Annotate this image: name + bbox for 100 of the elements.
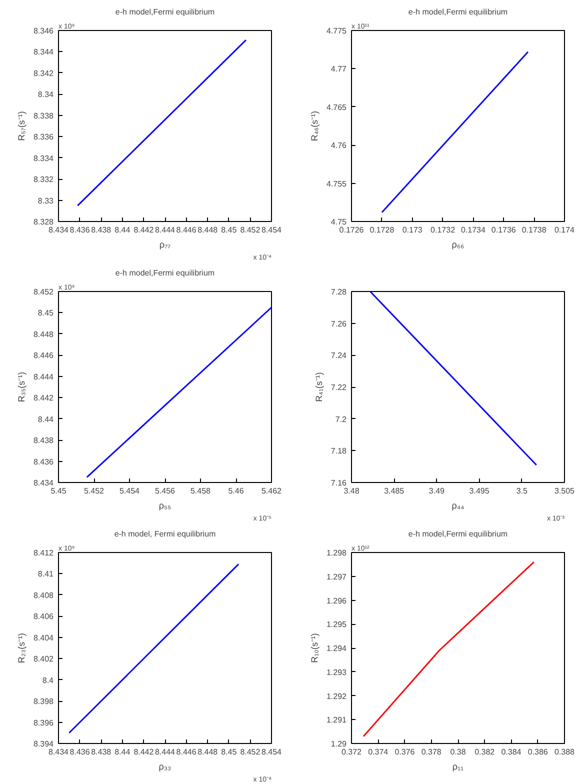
x-tick-label: 0.1728 [370, 226, 395, 234]
y-tick-label: 8.406 [33, 612, 54, 622]
y-axis-title: R₁₀(s⁻¹) [309, 633, 320, 663]
y-tick-label: 1.292 [326, 692, 348, 701]
y-axis-title: R₄₁(s⁻¹) [314, 372, 324, 402]
x-tick-label: 0.1726 [339, 226, 364, 234]
y-tick-label: 7.26 [330, 319, 348, 328]
x-tick-label: 3.505 [554, 486, 576, 496]
x-tick-label: 3.5 [516, 486, 528, 496]
y-tick-label: 7.28 [330, 288, 348, 296]
x-tick-label: 8.44 [114, 226, 131, 234]
chart-title: e-h model,Fermi equilibrium [115, 8, 215, 16]
x-tick-label: 8.452 [240, 748, 261, 756]
x-tick-label: 8.434 [48, 226, 70, 234]
y-tick-label: 4.775 [326, 26, 348, 36]
y-axis-title: R₄₆(s⁻¹) [309, 110, 320, 142]
y-axis-title: R₃₅(s⁻¹) [16, 372, 26, 402]
y-tick-label: 1.29 [330, 740, 348, 748]
x-tick-label: 8.444 [154, 226, 176, 234]
y-tick-label: 8.412 [33, 548, 54, 558]
y-tick-label: 7.2 [335, 414, 348, 424]
x-tick-label: 8.436 [70, 226, 90, 234]
x-tick-label: 5.462 [261, 486, 282, 496]
x-tick-label: 5.454 [119, 486, 140, 496]
x-tick-label: 5.456 [154, 486, 176, 496]
y-tick-label: 8.396 [33, 718, 54, 728]
y-tick-label: 8.44 [38, 414, 54, 424]
y-tick-label: 8.402 [33, 654, 54, 664]
x-tick-label: 8.45 [221, 748, 238, 756]
y-tick-label: 8.452 [33, 288, 54, 296]
chart-title: e-h model,Fermi equilibrium [408, 530, 508, 538]
x-tick-label: 0.384 [501, 748, 522, 756]
y-tick-label: 8.444 [33, 372, 54, 382]
x-tick-label: 0.386 [528, 748, 548, 756]
y-tick-label: 8.434 [33, 478, 54, 488]
y-tick-label: 8.442 [33, 394, 54, 403]
y-tick-label: 8.398 [33, 697, 54, 706]
x-tick-label: 8.448 [198, 748, 218, 756]
chart-title: e-h model,Fermi equilibrium [115, 268, 215, 278]
y-tick-label: 8.4 [42, 676, 54, 685]
x-tick-label: 8.454 [261, 748, 282, 756]
y-tick-label: 8.45 [38, 308, 54, 318]
x-tick-label: 5.458 [190, 486, 212, 496]
y-axis-title: R₅₇(s⁻¹) [16, 111, 26, 141]
x-tick-label: 0.174 [554, 226, 576, 234]
x-tick-label: 8.438 [91, 226, 112, 234]
y-tick-label: 8.438 [33, 436, 54, 446]
chart-title: e-h model, Fermi equilibrium [114, 530, 216, 538]
y-tick-label: 8.408 [33, 590, 54, 600]
y-tick-label: 8.436 [33, 457, 54, 466]
x-tick-label: 8.452 [240, 226, 261, 234]
x-tick-label: 0.378 [421, 748, 442, 756]
x-tick-label: 5.45 [50, 486, 67, 496]
y-tick-label: 8.446 [33, 351, 54, 360]
y-tick-label: 1.291 [326, 716, 348, 725]
y-tick-label: 8.332 [33, 175, 54, 184]
y-tick-label: 8.41 [38, 570, 54, 579]
y-axis-title: R₂₃(s⁻¹) [16, 632, 26, 664]
x-axis-title: ρ₅₅ [158, 500, 172, 510]
y-tick-label: 8.344 [33, 48, 54, 57]
y-tick-label: 8.338 [33, 111, 54, 120]
x-tick-label: 8.442 [134, 748, 154, 756]
y-tick-label: 8.346 [33, 26, 54, 36]
y-tick-label: 4.77 [330, 64, 348, 74]
y-tick-label: 8.342 [33, 68, 54, 78]
y-tick-label: 8.33 [38, 196, 54, 206]
y-tick-label: 8.334 [33, 154, 54, 163]
x-tick-label: 0.388 [554, 748, 576, 756]
y-tick-label: 1.295 [326, 620, 348, 630]
x-tick-label: 0.376 [394, 748, 416, 756]
x-tick-label: 3.485 [384, 486, 405, 496]
x-tick-label: 8.438 [91, 748, 112, 756]
x-tick-label: 8.436 [70, 748, 90, 756]
y-tick-label: 1.297 [326, 572, 348, 582]
y-tick-label: 4.76 [330, 141, 348, 150]
y-tick-label: 7.16 [330, 478, 348, 488]
x-tick-label: 3.48 [344, 486, 360, 496]
x-tick-label: 0.382 [474, 748, 496, 756]
y-tick-label: 1.298 [326, 548, 348, 558]
x-axis-title: ρ₆₆ [452, 240, 465, 250]
x-tick-label: 8.454 [261, 226, 282, 234]
x-tick-label: 8.448 [198, 226, 218, 234]
x-tick-label: 0.173 [402, 226, 423, 234]
x-tick-label: 8.434 [48, 748, 70, 756]
x-tick-label: 0.1736 [491, 226, 516, 234]
x-tick-label: 0.1734 [460, 226, 486, 234]
x-tick-label: 8.446 [176, 226, 197, 234]
chart-title: e-h model,Fermi equilibrium [408, 8, 508, 16]
x-tick-label: 0.38 [450, 748, 466, 756]
x-tick-label: 8.44 [114, 748, 131, 756]
y-tick-label: 8.448 [33, 330, 54, 339]
y-tick-label: 7.22 [330, 383, 348, 392]
y-tick-label: 4.755 [326, 179, 348, 188]
y-tick-label: 1.294 [326, 644, 348, 653]
y-tick-label: 8.34 [38, 90, 54, 100]
x-tick-label: 5.452 [84, 486, 105, 496]
x-tick-label: 0.372 [341, 748, 362, 756]
y-tick-label: 7.18 [330, 446, 348, 456]
x-axis-title: ρ₄₄ [452, 500, 465, 510]
y-tick-label: 8.328 [33, 218, 54, 226]
